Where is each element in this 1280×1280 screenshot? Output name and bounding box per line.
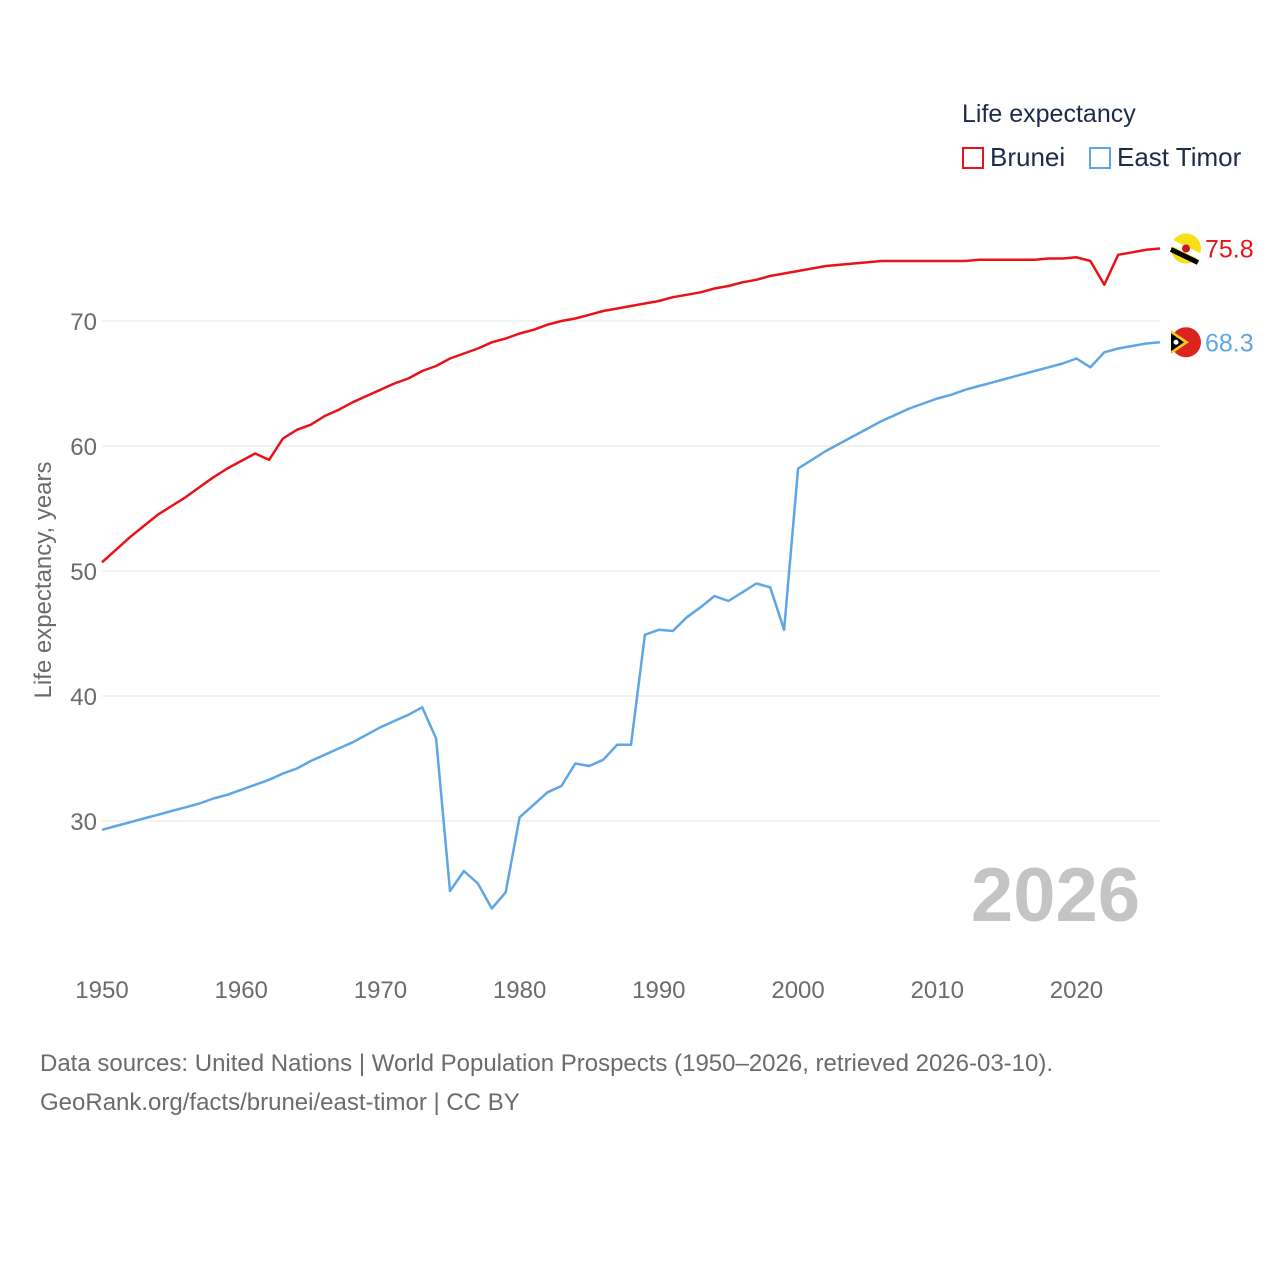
x-tick-label-2020: 2020 — [1050, 977, 1103, 1004]
sources-line-2[interactable]: GeoRank.org/facts/brunei/east-timor | CC… — [40, 1089, 520, 1116]
legend-title: Life expectancy — [962, 100, 1136, 128]
legend-label-east-timor: East Timor — [1117, 142, 1242, 172]
series-line-east-timor — [101, 341, 1161, 910]
y-tick-label-60: 60 — [70, 434, 97, 461]
legend-swatch-brunei — [962, 146, 984, 169]
x-tick-label-2000: 2000 — [771, 977, 824, 1004]
data-sources: Data sources: United Nations | World Pop… — [40, 1044, 1053, 1122]
y-tick-label-50: 50 — [70, 559, 97, 586]
y-tick-label-30: 30 — [70, 809, 97, 836]
series-end-labels: 75.8 68.3 — [1169, 233, 1254, 358]
series-lines — [101, 247, 1161, 910]
east-timor-flag-icon — [1171, 327, 1201, 358]
legend-label-brunei: Brunei — [990, 142, 1066, 172]
y-tick-label-40: 40 — [70, 684, 97, 711]
end-label-brunei: 75.8 — [1205, 236, 1254, 264]
current-year-label: 2026 — [970, 853, 1140, 938]
x-axis-ticks: 1950 1960 1970 1980 1990 2000 2010 2020 — [75, 977, 1103, 1004]
x-tick-label-1960: 1960 — [215, 977, 268, 1004]
series-line-brunei — [101, 247, 1161, 564]
y-axis-label: Life expectancy, years — [30, 461, 57, 699]
legend-item-east-timor[interactable]: East Timor — [1089, 142, 1241, 173]
x-tick-label-2010: 2010 — [911, 977, 964, 1004]
end-label-east-timor: 68.3 — [1205, 329, 1254, 357]
x-tick-label-1950: 1950 — [75, 977, 128, 1004]
brunei-flag-icon — [1169, 233, 1202, 265]
x-tick-label-1970: 1970 — [354, 977, 407, 1004]
x-tick-label-1990: 1990 — [632, 977, 685, 1004]
legend-swatch-east-timor — [1089, 146, 1111, 169]
y-axis-ticks: 30 40 50 60 70 — [70, 309, 97, 836]
x-tick-label-1980: 1980 — [493, 977, 546, 1004]
legend-item-brunei[interactable]: Brunei — [962, 142, 1065, 173]
y-tick-label-70: 70 — [70, 309, 97, 336]
sources-line-1: Data sources: United Nations | World Pop… — [40, 1050, 1054, 1077]
